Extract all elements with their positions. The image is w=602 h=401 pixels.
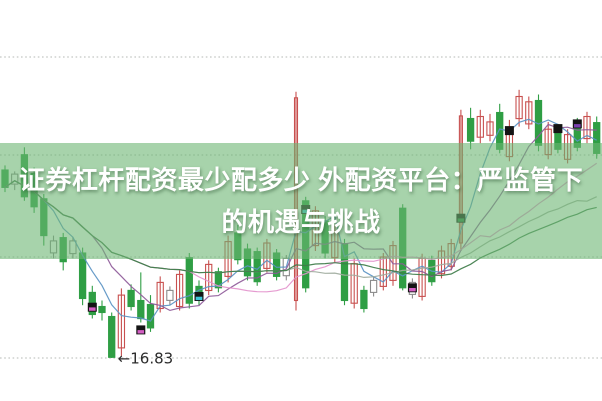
headline-line-1: 证券杠杆配资最少配多少 外配资平台：严监管下	[18, 165, 584, 195]
headline-line-2: 的机遇与挑战	[221, 207, 381, 237]
low-price-label: ←16.83	[118, 350, 174, 368]
headline-banner[interactable]: 证券杠杆配资最少配多少 外配资平台：严监管下 的机遇与挑战	[0, 143, 602, 259]
